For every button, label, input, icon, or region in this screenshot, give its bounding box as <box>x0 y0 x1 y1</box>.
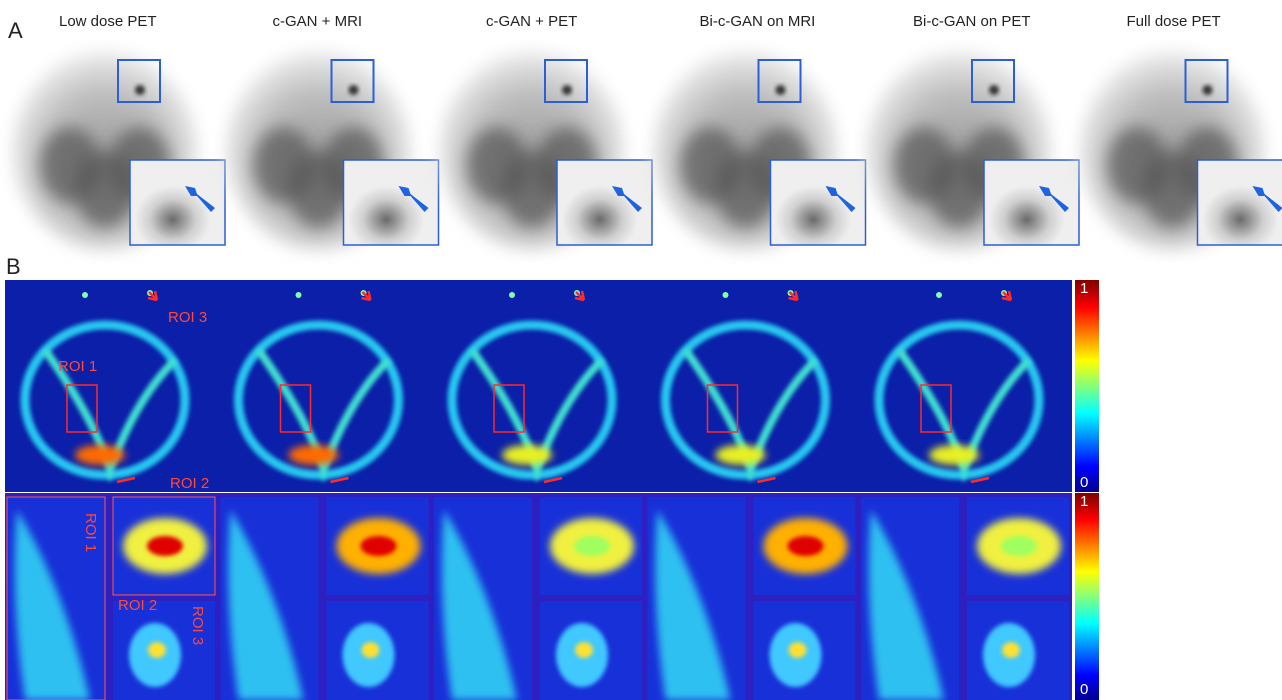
hotspot <box>135 85 145 95</box>
inset <box>557 160 652 245</box>
roi-tile-blob <box>1001 536 1037 556</box>
inset <box>771 160 866 245</box>
heat-hot <box>75 445 125 465</box>
panel-label: B <box>6 254 21 279</box>
column-title: c-GAN + MRI <box>273 13 363 30</box>
inset <box>1198 160 1282 245</box>
colorbar <box>1075 493 1099 700</box>
hotspot <box>509 292 515 298</box>
column-title: c-GAN + PET <box>486 13 577 30</box>
hotspot <box>562 85 572 95</box>
roi-tile-blob <box>147 536 183 556</box>
brain-structure <box>289 152 349 228</box>
colorbar-min: 0 <box>1080 474 1088 491</box>
panel-label: A <box>8 18 23 43</box>
heat-hot <box>289 445 339 465</box>
hotspot <box>936 292 942 298</box>
roi-tile-blob <box>788 536 824 556</box>
roi-tile-blob <box>148 642 166 658</box>
brain-structure <box>929 152 989 228</box>
hotspot <box>82 292 88 298</box>
roi-label: ROI 1 <box>58 358 97 375</box>
hotspot <box>296 292 302 298</box>
figure: A B 1 0 1 0 ROI 1 ROI 3 ROI 2 ROI 1 ROI … <box>0 0 1282 700</box>
roi-label: ROI 3 <box>189 606 206 645</box>
inset <box>344 160 439 245</box>
colorbar-max: 1 <box>1080 493 1088 510</box>
roi-label: ROI 2 <box>118 597 157 614</box>
hotspot <box>776 85 786 95</box>
colorbar-max: 1 <box>1080 280 1088 297</box>
hotspot <box>989 85 999 95</box>
heat-hot <box>929 445 979 465</box>
brain-structure <box>502 152 562 228</box>
brain-structure <box>1143 152 1203 228</box>
colorbar-min: 0 <box>1080 681 1088 698</box>
roi-label: ROI 1 <box>82 513 99 552</box>
heat-hot <box>502 445 552 465</box>
roi-tile-blob <box>574 536 610 556</box>
roi-tile-blob <box>362 642 380 658</box>
roi-tile-blob <box>789 642 807 658</box>
column-title: Bi-c-GAN on PET <box>913 13 1031 30</box>
colorbar <box>1075 280 1099 492</box>
hotspot <box>349 85 359 95</box>
hotspot <box>1203 85 1213 95</box>
roi-label: ROI 2 <box>170 475 209 492</box>
column-title: Low dose PET <box>59 13 157 30</box>
column-title: Full dose PET <box>1127 13 1221 30</box>
roi-tile-blob <box>575 642 593 658</box>
roi-tile-blob <box>1002 642 1020 658</box>
hotspot <box>723 292 729 298</box>
brain-structure <box>716 152 776 228</box>
inset <box>130 160 225 245</box>
brain-structure <box>75 152 135 228</box>
heat-hot <box>716 445 766 465</box>
column-title: Bi-c-GAN on MRI <box>700 13 816 30</box>
roi-tile-blob <box>361 536 397 556</box>
roi-label: ROI 3 <box>168 309 207 326</box>
inset <box>984 160 1079 245</box>
